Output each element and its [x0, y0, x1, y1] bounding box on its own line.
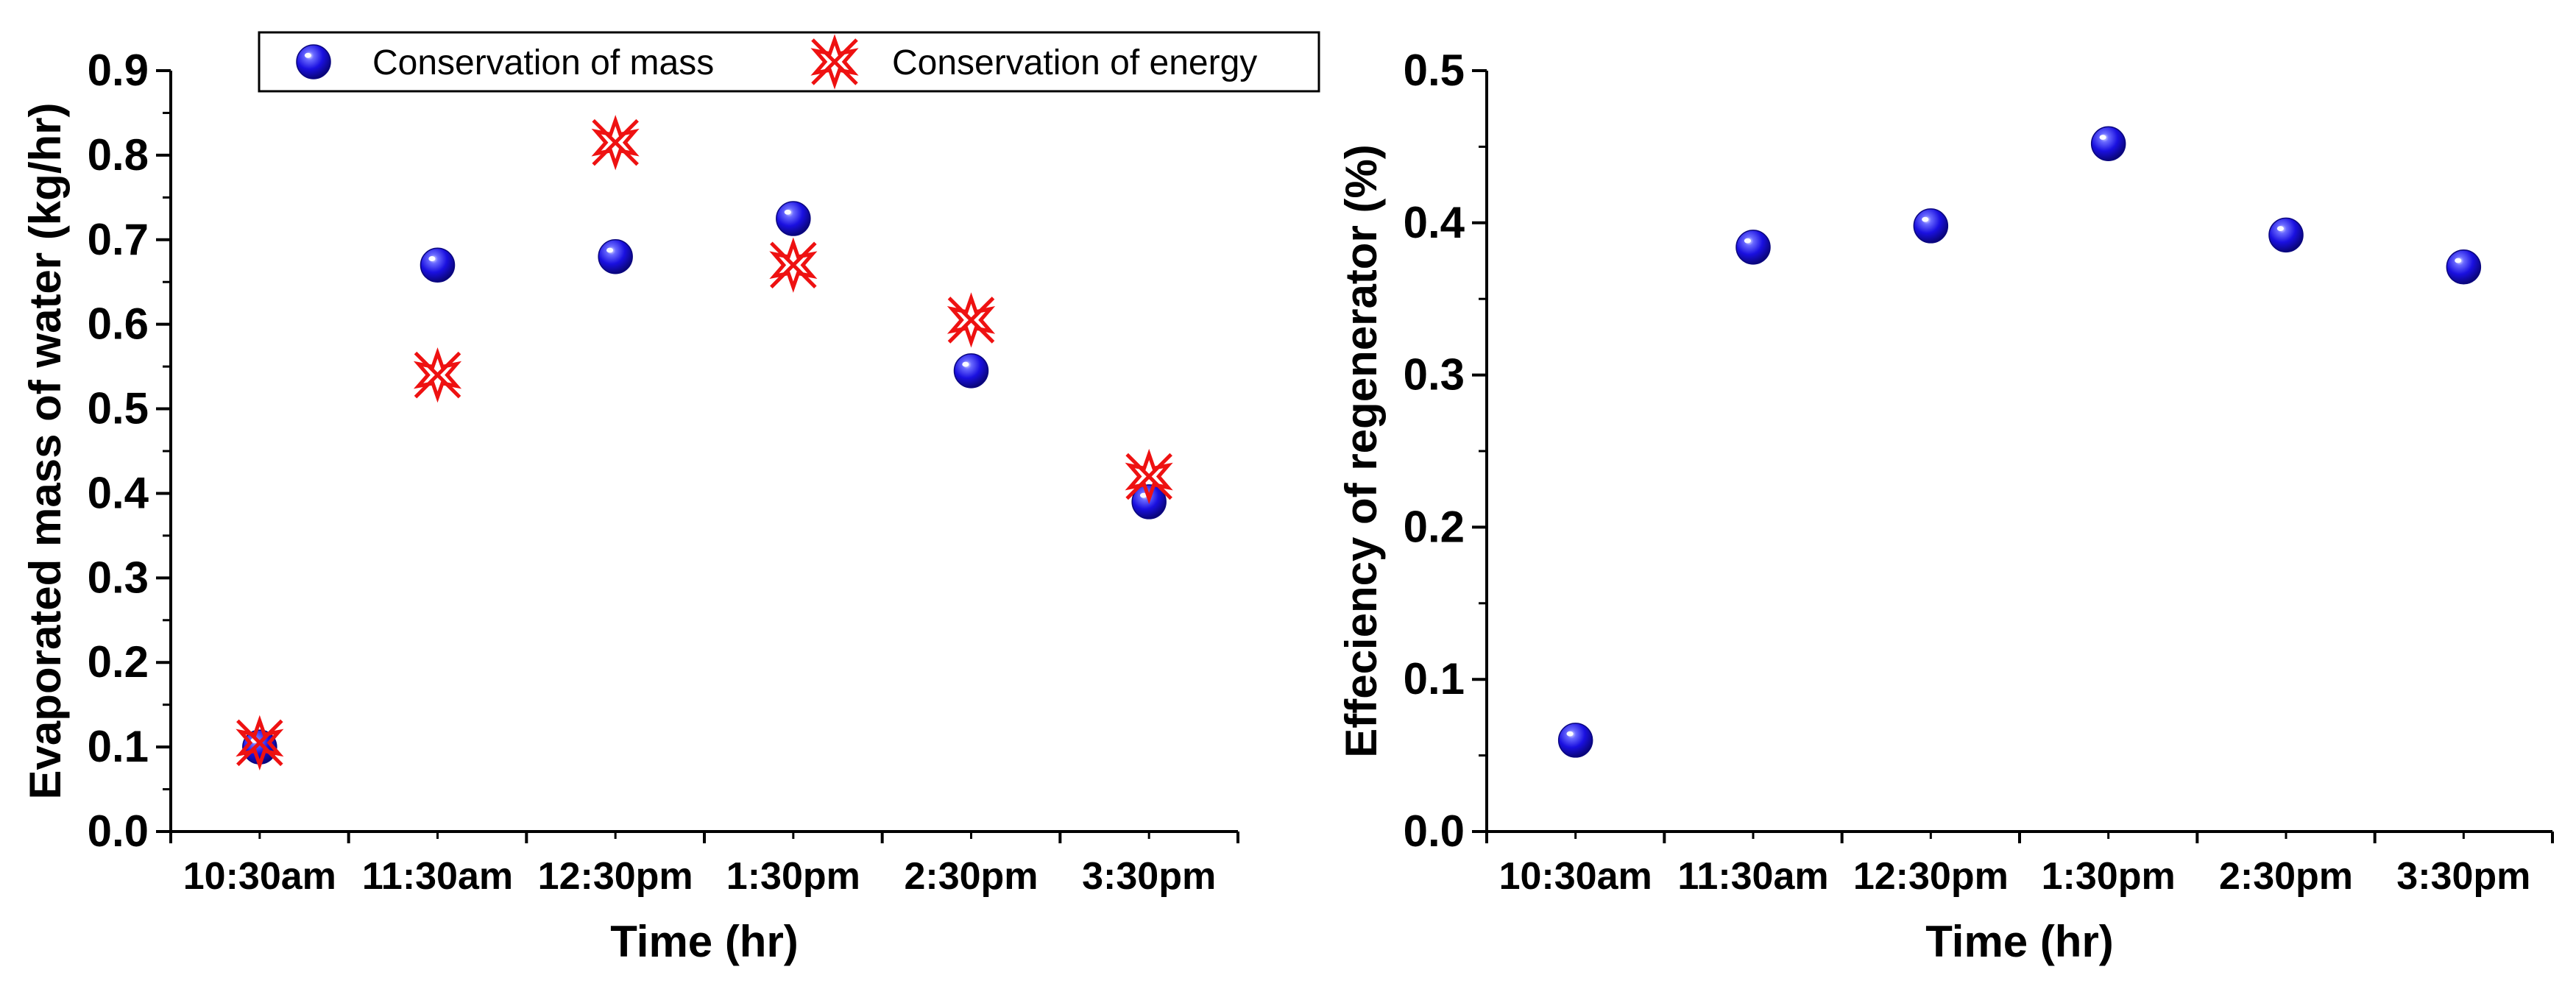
y-axis-title: Evaporated mass of water (kg/hr) — [21, 103, 70, 800]
star-outline — [946, 292, 996, 348]
star-outline — [236, 715, 284, 771]
sphere-body — [2446, 249, 2482, 285]
y-tick-label: 0.1 — [88, 722, 149, 771]
star-diagonal — [414, 351, 461, 399]
star-diagonal — [592, 118, 639, 166]
y-tick-label: 0.3 — [88, 553, 149, 602]
x-tick-label: 10:30am — [183, 855, 336, 898]
y-tick-label: 0.4 — [88, 468, 149, 517]
star-outline — [1125, 448, 1173, 505]
data-point-sphere — [953, 353, 989, 389]
sphere-body — [296, 44, 331, 79]
sphere-highlight — [2455, 258, 2462, 263]
data-point-sphere — [1557, 723, 1593, 758]
star-outline — [413, 347, 462, 403]
y-tick-label: 0.4 — [1404, 198, 1465, 247]
sphere-highlight — [304, 52, 312, 58]
x-tick-label: 1:30pm — [2042, 855, 2176, 898]
data-point-star — [769, 237, 818, 293]
x-tick-label: 2:30pm — [2219, 855, 2353, 898]
y-tick-label: 0.6 — [88, 299, 149, 349]
sphere-highlight — [2276, 226, 2285, 232]
x-tick-label: 11:30am — [362, 855, 513, 898]
sphere-highlight — [962, 361, 969, 367]
star-diagonal — [1125, 453, 1172, 500]
data-point-sphere — [2446, 249, 2482, 285]
chart-evaporated-mass: 0.0 0.1 0.2 0.3 0.4 0.5 0.6 0.7 0.8 0.9 10:30am 11:… — [21, 31, 1320, 966]
data-point-star — [236, 715, 284, 771]
y-tick-label: 0.2 — [1404, 502, 1465, 551]
sphere-highlight — [1744, 238, 1752, 244]
y-tick-label: 0.9 — [88, 46, 149, 95]
sphere-body — [953, 353, 989, 389]
y-tick-label: 0.1 — [1404, 654, 1465, 703]
x-tick-label: 2:30pm — [904, 855, 1038, 898]
y-axis-title: Effeciency of regenerator (%) — [1337, 144, 1386, 758]
y-tick-label: 0.8 — [88, 130, 149, 180]
sphere-highlight — [606, 247, 614, 253]
x-tick-label: 3:30pm — [1082, 855, 1216, 898]
x-tick-label: 10:30am — [1499, 855, 1652, 898]
star-diagonal — [770, 241, 817, 289]
sphere-highlight — [2099, 135, 2106, 140]
data-point-sphere — [2090, 126, 2126, 162]
y-tick-label: 0.2 — [88, 637, 149, 687]
data-point-sphere — [1913, 208, 1949, 244]
sphere-body — [1735, 230, 1771, 265]
star-outline — [591, 115, 640, 171]
data-point-star — [591, 115, 640, 171]
x-tick-label: 11:30am — [1677, 855, 1828, 898]
x-tick-label: 3:30pm — [2396, 855, 2530, 898]
data-point-star — [946, 292, 996, 348]
sphere-body — [776, 201, 811, 236]
data-point-star — [1125, 448, 1173, 505]
sphere-highlight — [1566, 731, 1574, 737]
y-tick-label: 0.0 — [88, 807, 149, 856]
y-tick-label: 0.7 — [88, 215, 149, 264]
legend-marker-energy — [810, 34, 859, 90]
sphere-highlight — [428, 256, 436, 261]
sphere-highlight — [1922, 216, 1929, 222]
data-point-sphere — [2268, 217, 2304, 253]
sphere-highlight — [784, 209, 791, 215]
legend-marker-mass — [296, 44, 331, 79]
star-outline — [769, 237, 818, 293]
legend: Conservation of mass Conservation of ener… — [258, 31, 1320, 93]
y-tick-label: 0.5 — [1404, 46, 1465, 95]
data-point-sphere — [776, 201, 811, 236]
sphere-body — [420, 247, 456, 283]
x-tick-label: 12:30pm — [538, 855, 693, 898]
y-tick-label: 0.0 — [1404, 807, 1465, 856]
sphere-body — [2090, 126, 2126, 162]
x-tick-label: 12:30pm — [1853, 855, 2009, 898]
x-axis-title: Time (hr) — [610, 917, 799, 966]
data-point-sphere — [598, 239, 633, 274]
legend-box — [258, 31, 1320, 93]
sphere-body — [598, 239, 633, 274]
data-point-star — [413, 347, 462, 403]
legend-label-mass: Conservation of mass — [372, 43, 714, 82]
star-outline — [810, 34, 859, 90]
sphere-body — [1557, 723, 1593, 758]
legend-label-energy: Conservation of energy — [892, 43, 1257, 82]
y-tick-label: 0.3 — [1404, 350, 1465, 400]
star-diagonal — [947, 297, 995, 344]
sphere-body — [2268, 217, 2304, 253]
y-tick-label: 0.5 — [88, 384, 149, 433]
sphere-highlight — [1139, 492, 1147, 498]
x-axis-title: Time (hr) — [1925, 917, 2114, 966]
star-diagonal — [236, 719, 283, 767]
sphere-body — [1913, 208, 1949, 244]
star-diagonal — [811, 38, 858, 85]
data-point-sphere — [1735, 230, 1771, 265]
chart-regenerator-efficiency: 0.0 0.1 0.2 0.3 0.4 0.5 10:30am 11:30am 12:30pm 1… — [1337, 46, 2554, 966]
data-point-sphere — [420, 247, 456, 283]
x-tick-label: 1:30pm — [726, 855, 860, 898]
